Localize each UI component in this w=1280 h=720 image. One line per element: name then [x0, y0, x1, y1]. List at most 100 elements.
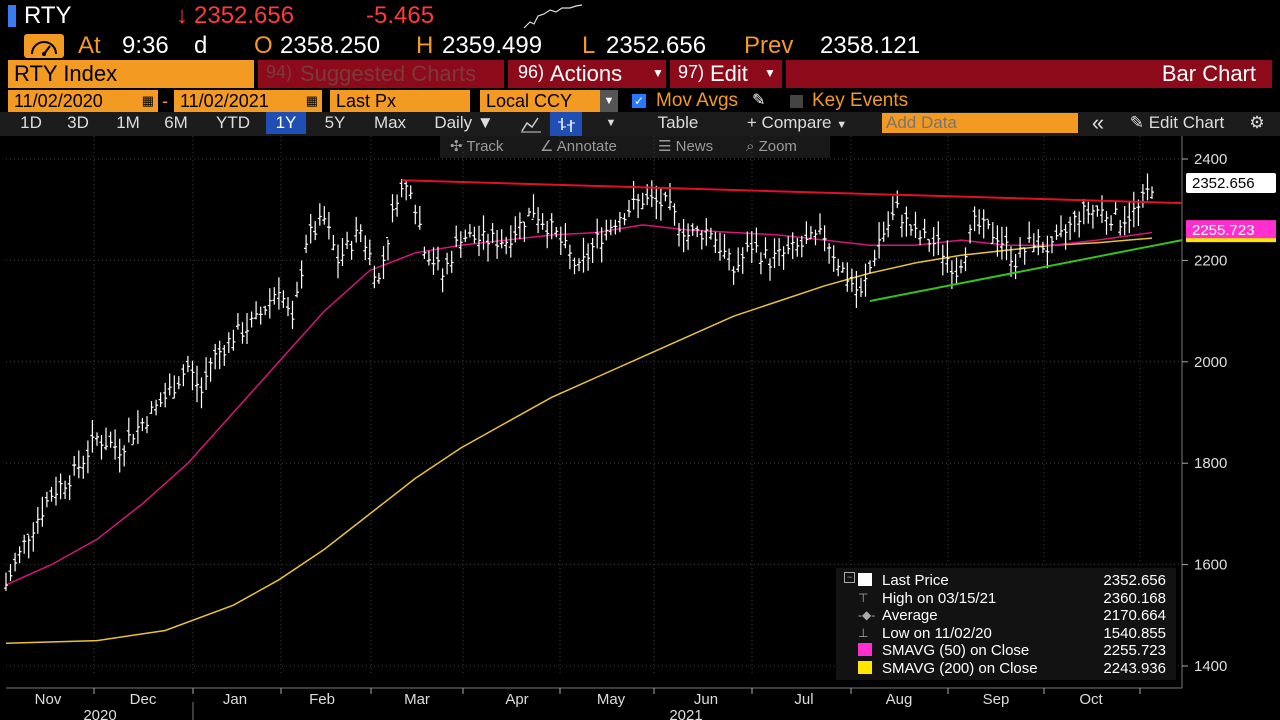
price-chart[interactable]: 1400 1600 1800 2000 2200 2400 Nov Dec Jan Feb Mar A… — [0, 136, 1280, 720]
price-bar — [718, 232, 722, 261]
price-bar — [822, 225, 827, 252]
price-bar — [581, 237, 586, 273]
price-bar — [58, 473, 63, 500]
sparkline-icon — [523, 4, 583, 29]
price-bar — [363, 235, 368, 261]
caret-down-icon: ▼ — [652, 66, 664, 80]
price-bar — [167, 373, 172, 396]
year-label: 2021 — [669, 707, 702, 720]
price-bar — [995, 225, 1000, 257]
legend-label: Average — [882, 607, 938, 624]
low-label: L — [582, 32, 596, 59]
currency-select[interactable]: Local CCY ▼ — [480, 90, 618, 112]
price-bar — [795, 237, 800, 257]
field-select[interactable]: Last Px — [330, 90, 470, 112]
zoom-tool[interactable]: ⌕ Zoom — [746, 138, 797, 155]
x-tick-label: Mar — [404, 691, 430, 708]
price-bar — [85, 440, 90, 474]
price-bar — [990, 222, 995, 245]
y-tick-label: 2000 — [1194, 354, 1227, 371]
price-bar — [345, 231, 350, 249]
prev-label: Prev — [744, 32, 794, 59]
legend-label: High on 03/15/21 — [882, 589, 997, 607]
period-button-1y[interactable]: 1Y — [266, 112, 306, 134]
suggested-num: 94) — [266, 62, 293, 82]
net-change: -5.465 — [366, 2, 435, 29]
function-bar: RTY Index 94) Suggested Charts 96) Actio… — [0, 60, 1280, 88]
currency-value: Local CCY — [486, 91, 573, 111]
price-bar — [972, 206, 977, 232]
price-bar — [968, 224, 973, 244]
end-date-field[interactable]: 11/02/2021 ▦ — [174, 90, 322, 112]
compare-label: + Compare — [746, 113, 832, 132]
price-bar — [731, 266, 736, 285]
key-events-label[interactable]: Key Events — [812, 90, 909, 111]
x-tick-label: Aug — [886, 691, 913, 708]
legend-collapse-icon[interactable]: − — [844, 572, 855, 583]
calendar-icon[interactable]: ▦ — [305, 93, 318, 108]
frequency-select[interactable]: Daily ▼ — [434, 113, 494, 132]
key-events-checkbox[interactable] — [790, 95, 803, 108]
period-button-1m[interactable]: 1M — [116, 113, 140, 132]
annotate-tool[interactable]: ∠ Annotate — [540, 138, 617, 155]
period-button-5y[interactable]: 5Y — [324, 113, 346, 132]
period-button-max[interactable]: Max — [373, 113, 407, 132]
period-button-3d[interactable]: 3D — [67, 113, 89, 132]
price-bar — [827, 243, 832, 264]
period-button-ytd[interactable]: YTD — [216, 113, 250, 132]
date-dash: - — [162, 91, 168, 111]
track-tool[interactable]: ✣ Track — [450, 138, 504, 155]
at-label: At — [78, 32, 101, 59]
price-bar — [999, 226, 1004, 260]
price-bar — [918, 230, 923, 246]
price-bar — [722, 234, 727, 259]
gear-icon[interactable]: ⚙ — [1249, 113, 1265, 132]
collapse-icon[interactable]: « — [1091, 110, 1105, 135]
x-tick-label: Feb — [309, 691, 335, 708]
price-bar — [458, 231, 463, 258]
price-bar — [1040, 241, 1045, 254]
price-bar — [213, 343, 218, 370]
start-date-field[interactable]: 11/02/2020 ▦ — [8, 90, 158, 112]
price-bar — [317, 203, 322, 226]
x-tick-label: Jan — [223, 691, 247, 708]
actions-num: 96) — [518, 62, 545, 82]
price-bar — [263, 305, 268, 316]
security-field[interactable]: RTY Index — [8, 60, 254, 88]
add-data-input[interactable] — [882, 113, 1078, 133]
sma50-tag — [1186, 220, 1276, 239]
suggested-charts-button[interactable]: 94) Suggested Charts — [258, 60, 504, 88]
compare-button[interactable]: + Compare ▼ — [746, 113, 848, 132]
price-bar — [463, 229, 468, 242]
start-date: 11/02/2020 — [14, 91, 103, 111]
price-bar — [358, 224, 363, 243]
price-bar — [1050, 236, 1054, 254]
price-bar — [849, 268, 854, 292]
period-button-6m[interactable]: 6M — [164, 113, 188, 132]
price-bar — [931, 227, 936, 257]
price-bar — [204, 357, 209, 390]
price-bar — [422, 246, 427, 260]
pencil-icon[interactable]: ✎ — [752, 92, 766, 109]
edit-menu[interactable]: 97) Edit ▼ — [670, 60, 782, 88]
table-button[interactable]: Table — [657, 113, 699, 132]
support-line — [869, 239, 1183, 302]
price-bar — [663, 191, 668, 202]
price-bar — [736, 247, 741, 273]
mov-avgs-label[interactable]: Mov Avgs — [656, 90, 739, 111]
bar-chart-icon[interactable] — [550, 112, 582, 139]
open-label: O — [254, 32, 273, 59]
suggested-label: Suggested Charts — [300, 61, 477, 86]
quote-time: 9:36 — [122, 32, 169, 59]
price-bar — [322, 206, 327, 225]
chart-type-dropdown-icon[interactable]: ▼ — [605, 117, 617, 129]
calendar-icon[interactable]: ▦ — [141, 93, 154, 108]
period-button-1d[interactable]: 1D — [20, 113, 42, 132]
line-chart-icon[interactable] — [516, 112, 546, 139]
mov-avgs-checkbox[interactable]: ✓ — [632, 94, 646, 108]
x-tick-label: Apr — [505, 691, 528, 708]
price-bar — [1031, 233, 1036, 253]
edit-chart-button[interactable]: ✎ Edit Chart — [1118, 112, 1236, 134]
news-tool[interactable]: ☰ News — [658, 138, 714, 155]
actions-menu[interactable]: 96) Actions ▼ — [508, 60, 666, 88]
